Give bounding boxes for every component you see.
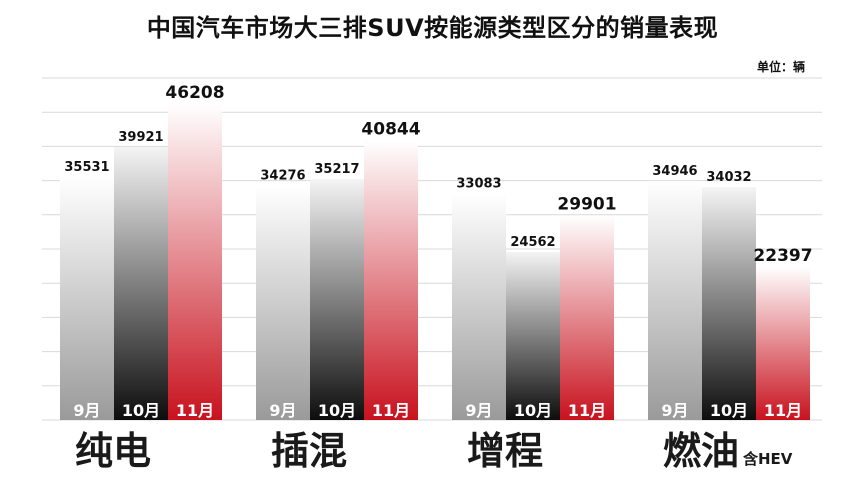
month-label: 10月 <box>122 401 160 420</box>
month-label: 9月 <box>661 401 688 420</box>
month-label: 11月 <box>372 401 410 420</box>
data-label: 46208 <box>165 83 224 103</box>
bar <box>168 103 222 420</box>
category-label: 增程 <box>467 429 543 473</box>
bar <box>648 180 702 420</box>
data-label: 34032 <box>706 170 751 185</box>
month-label: 10月 <box>514 401 552 420</box>
chart-title: 中国汽车市场大三排SUV按能源类型区分的销量表现 <box>146 14 719 42</box>
data-label: 35531 <box>64 160 109 175</box>
month-label: 10月 <box>318 401 356 420</box>
data-label: 33083 <box>456 177 501 192</box>
data-label: 22397 <box>753 246 812 266</box>
bar <box>756 266 810 420</box>
unit-label: 单位：辆 <box>756 60 805 74</box>
data-label: 29901 <box>557 194 616 214</box>
category-label: 纯电 <box>75 429 151 473</box>
month-label: 9月 <box>465 401 492 420</box>
month-label: 9月 <box>73 401 100 420</box>
bar <box>256 185 310 420</box>
category-label: 燃油 <box>663 429 739 473</box>
data-label: 24562 <box>510 235 555 250</box>
month-label: 9月 <box>269 401 296 420</box>
data-label: 35217 <box>314 162 359 177</box>
data-label: 34276 <box>260 169 305 184</box>
bar <box>506 251 560 420</box>
bar <box>114 146 168 420</box>
bar <box>560 215 614 420</box>
bar <box>452 193 506 420</box>
month-label: 10月 <box>710 401 748 420</box>
data-label: 39921 <box>118 130 163 145</box>
bar <box>364 140 418 420</box>
data-label: 40844 <box>361 120 420 140</box>
month-label: 11月 <box>568 401 606 420</box>
bar <box>60 176 114 420</box>
bar <box>310 179 364 420</box>
category-note: 含HEV <box>743 450 793 468</box>
category-label: 插混 <box>271 429 347 473</box>
data-label: 34946 <box>652 164 697 179</box>
month-label: 11月 <box>764 401 802 420</box>
bar <box>702 187 756 420</box>
month-label: 11月 <box>176 401 214 420</box>
